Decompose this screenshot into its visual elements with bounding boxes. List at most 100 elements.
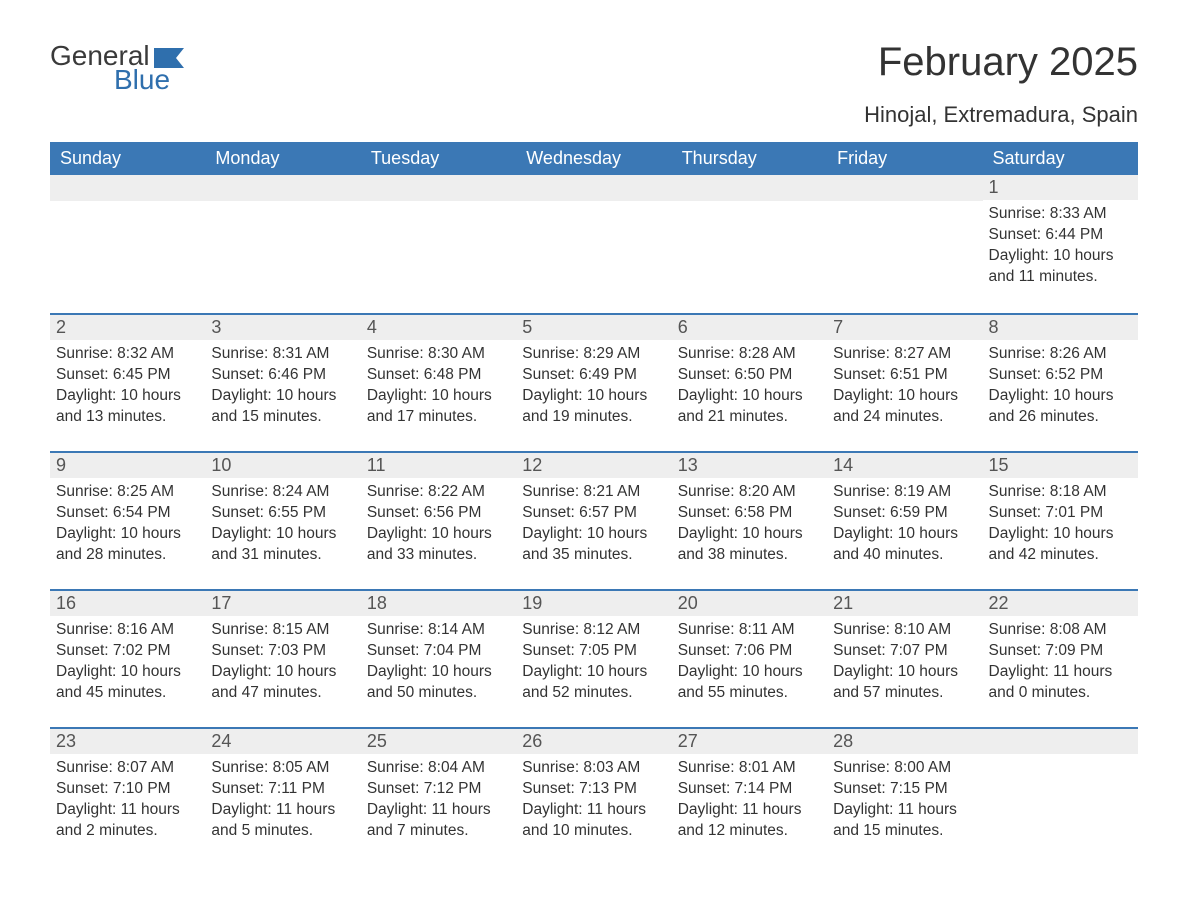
day-number: 16 — [50, 589, 205, 616]
day-header: Monday — [205, 142, 360, 175]
daylight-text: Daylight: 11 hours and 2 minutes. — [56, 800, 199, 842]
daylight-text: Daylight: 10 hours and 57 minutes. — [833, 662, 976, 704]
day-number: 15 — [983, 451, 1138, 478]
sunrise-text: Sunrise: 8:01 AM — [678, 758, 821, 779]
sunset-text: Sunset: 6:52 PM — [989, 365, 1132, 386]
calendar-week: 9Sunrise: 8:25 AMSunset: 6:54 PMDaylight… — [50, 451, 1138, 589]
day-content: Sunrise: 8:33 AMSunset: 6:44 PMDaylight:… — [983, 200, 1138, 296]
calendar-cell: 1Sunrise: 8:33 AMSunset: 6:44 PMDaylight… — [983, 175, 1138, 313]
daylight-text: Daylight: 11 hours and 10 minutes. — [522, 800, 665, 842]
sunrise-text: Sunrise: 8:33 AM — [989, 204, 1132, 225]
sunset-text: Sunset: 7:15 PM — [833, 779, 976, 800]
sunset-text: Sunset: 7:09 PM — [989, 641, 1132, 662]
day-number: 20 — [672, 589, 827, 616]
sunrise-text: Sunrise: 8:05 AM — [211, 758, 354, 779]
daylight-text: Daylight: 11 hours and 5 minutes. — [211, 800, 354, 842]
calendar-cell: 3Sunrise: 8:31 AMSunset: 6:46 PMDaylight… — [205, 313, 360, 451]
day-number: 11 — [361, 451, 516, 478]
day-content: Sunrise: 8:10 AMSunset: 7:07 PMDaylight:… — [827, 616, 982, 712]
logo-text-blue: Blue — [114, 64, 184, 96]
sunrise-text: Sunrise: 8:22 AM — [367, 482, 510, 503]
day-header: Thursday — [672, 142, 827, 175]
day-content: Sunrise: 8:24 AMSunset: 6:55 PMDaylight:… — [205, 478, 360, 574]
calendar-cell: 6Sunrise: 8:28 AMSunset: 6:50 PMDaylight… — [672, 313, 827, 451]
calendar-cell: 28Sunrise: 8:00 AMSunset: 7:15 PMDayligh… — [827, 727, 982, 865]
calendar-cell: 13Sunrise: 8:20 AMSunset: 6:58 PMDayligh… — [672, 451, 827, 589]
sunset-text: Sunset: 7:05 PM — [522, 641, 665, 662]
sunrise-text: Sunrise: 8:19 AM — [833, 482, 976, 503]
day-number: 28 — [827, 727, 982, 754]
daylight-text: Daylight: 10 hours and 38 minutes. — [678, 524, 821, 566]
day-content: Sunrise: 8:29 AMSunset: 6:49 PMDaylight:… — [516, 340, 671, 436]
daylight-text: Daylight: 10 hours and 11 minutes. — [989, 246, 1132, 288]
day-number: 9 — [50, 451, 205, 478]
day-content: Sunrise: 8:15 AMSunset: 7:03 PMDaylight:… — [205, 616, 360, 712]
daylight-text: Daylight: 11 hours and 12 minutes. — [678, 800, 821, 842]
day-number: 7 — [827, 313, 982, 340]
day-content: Sunrise: 8:03 AMSunset: 7:13 PMDaylight:… — [516, 754, 671, 850]
day-header: Saturday — [983, 142, 1138, 175]
calendar-cell: 27Sunrise: 8:01 AMSunset: 7:14 PMDayligh… — [672, 727, 827, 865]
day-number: 23 — [50, 727, 205, 754]
sunset-text: Sunset: 6:54 PM — [56, 503, 199, 524]
day-header: Sunday — [50, 142, 205, 175]
calendar-cell: 16Sunrise: 8:16 AMSunset: 7:02 PMDayligh… — [50, 589, 205, 727]
calendar-cell: 24 Sunrise: 8:05 AMSunset: 7:11 PMDayligh… — [205, 727, 360, 865]
brand-logo: General Blue — [50, 40, 184, 96]
calendar-cell: 25Sunrise: 8:04 AMSunset: 7:12 PMDayligh… — [361, 727, 516, 865]
calendar-cell: 21Sunrise: 8:10 AMSunset: 7:07 PMDayligh… — [827, 589, 982, 727]
day-number — [516, 175, 671, 201]
day-number: 3 — [205, 313, 360, 340]
calendar-cell: 4Sunrise: 8:30 AMSunset: 6:48 PMDaylight… — [361, 313, 516, 451]
calendar-week: 1Sunrise: 8:33 AMSunset: 6:44 PMDaylight… — [50, 175, 1138, 313]
day-number: 1 — [983, 175, 1138, 200]
calendar-cell: 12Sunrise: 8:21 AMSunset: 6:57 PMDayligh… — [516, 451, 671, 589]
calendar-cell: 10Sunrise: 8:24 AMSunset: 6:55 PMDayligh… — [205, 451, 360, 589]
daylight-text: Daylight: 10 hours and 21 minutes. — [678, 386, 821, 428]
daylight-text: Daylight: 11 hours and 0 minutes. — [989, 662, 1132, 704]
calendar-body: 1Sunrise: 8:33 AMSunset: 6:44 PMDaylight… — [50, 175, 1138, 865]
sunrise-text: Sunrise: 8:27 AM — [833, 344, 976, 365]
sunset-text: Sunset: 7:06 PM — [678, 641, 821, 662]
sunrise-text: Sunrise: 8:08 AM — [989, 620, 1132, 641]
daylight-text: Daylight: 10 hours and 50 minutes. — [367, 662, 510, 704]
daylight-text: Daylight: 10 hours and 26 minutes. — [989, 386, 1132, 428]
calendar-cell: 19Sunrise: 8:12 AMSunset: 7:05 PMDayligh… — [516, 589, 671, 727]
sunset-text: Sunset: 6:49 PM — [522, 365, 665, 386]
sunset-text: Sunset: 6:46 PM — [211, 365, 354, 386]
day-number — [361, 175, 516, 201]
sunrise-text: Sunrise: 8:32 AM — [56, 344, 199, 365]
daylight-text: Daylight: 10 hours and 42 minutes. — [989, 524, 1132, 566]
day-number: 24 — [205, 727, 360, 754]
sunset-text: Sunset: 6:45 PM — [56, 365, 199, 386]
calendar-week: 23Sunrise: 8:07 AMSunset: 7:10 PMDayligh… — [50, 727, 1138, 865]
calendar-cell: 2Sunrise: 8:32 AMSunset: 6:45 PMDaylight… — [50, 313, 205, 451]
location-subtitle: Hinojal, Extremadura, Spain — [50, 102, 1138, 128]
day-number: 4 — [361, 313, 516, 340]
calendar-cell — [672, 175, 827, 313]
day-content: Sunrise: 8:30 AMSunset: 6:48 PMDaylight:… — [361, 340, 516, 436]
day-content: Sunrise: 8:31 AMSunset: 6:46 PMDaylight:… — [205, 340, 360, 436]
calendar-cell — [827, 175, 982, 313]
sunrise-text: Sunrise: 8:15 AM — [211, 620, 354, 641]
sunset-text: Sunset: 6:57 PM — [522, 503, 665, 524]
calendar-cell: 15Sunrise: 8:18 AMSunset: 7:01 PMDayligh… — [983, 451, 1138, 589]
day-number — [50, 175, 205, 201]
sunset-text: Sunset: 6:51 PM — [833, 365, 976, 386]
day-number — [672, 175, 827, 201]
sunset-text: Sunset: 7:13 PM — [522, 779, 665, 800]
sunrise-text: Sunrise: 8:24 AM — [211, 482, 354, 503]
sunset-text: Sunset: 7:01 PM — [989, 503, 1132, 524]
daylight-text: Daylight: 11 hours and 15 minutes. — [833, 800, 976, 842]
day-number: 17 — [205, 589, 360, 616]
sunrise-text: Sunrise: 8:21 AM — [522, 482, 665, 503]
sunset-text: Sunset: 6:59 PM — [833, 503, 976, 524]
calendar-cell: 11Sunrise: 8:22 AMSunset: 6:56 PMDayligh… — [361, 451, 516, 589]
day-content: Sunrise: 8:11 AMSunset: 7:06 PMDaylight:… — [672, 616, 827, 712]
sunset-text: Sunset: 7:11 PM — [211, 779, 354, 800]
sunset-text: Sunset: 6:48 PM — [367, 365, 510, 386]
daylight-text: Daylight: 10 hours and 13 minutes. — [56, 386, 199, 428]
calendar-cell: 23Sunrise: 8:07 AMSunset: 7:10 PMDayligh… — [50, 727, 205, 865]
day-content: Sunrise: 8:27 AMSunset: 6:51 PMDaylight:… — [827, 340, 982, 436]
sunset-text: Sunset: 6:44 PM — [989, 225, 1132, 246]
